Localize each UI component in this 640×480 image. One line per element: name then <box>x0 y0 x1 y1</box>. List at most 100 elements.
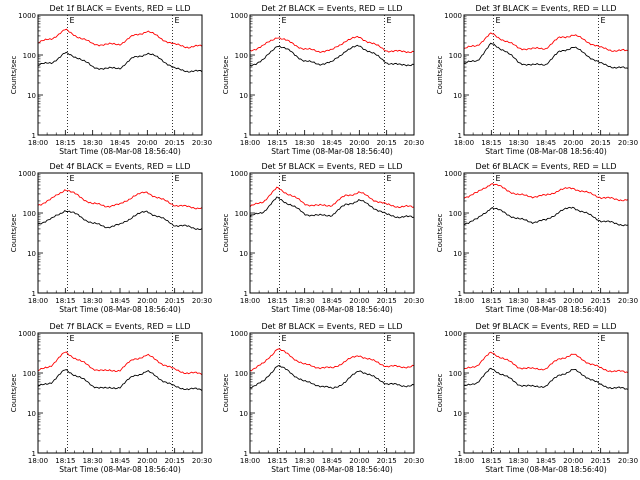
x-tick-label: 18:45 <box>536 297 556 305</box>
x-tick-label: 18:00 <box>28 457 48 465</box>
event-flag-label: E <box>496 334 501 343</box>
detector-panel-4: Det 4f BLACK = Events, RED = LLD E E 1 10 100… <box>10 162 212 314</box>
event-flag-label: E <box>70 334 75 343</box>
x-tick-label: 20:15 <box>165 139 185 147</box>
x-tick-label: 18:15 <box>55 139 75 147</box>
x-tick-label: 18:45 <box>110 139 130 147</box>
x-tick-label: 18:45 <box>322 297 342 305</box>
series-line-events <box>37 368 203 392</box>
x-tick-label: 20:00 <box>563 457 583 465</box>
x-tick-label: 18:30 <box>295 297 315 305</box>
panel-title: Det 9f BLACK = Events, RED = LLD <box>475 322 616 331</box>
y-tick-label: 100 <box>449 52 462 60</box>
plot-frame <box>37 332 203 454</box>
x-tick-label: 18:15 <box>267 139 287 147</box>
x-tick-label: 18:15 <box>481 297 501 305</box>
x-tick-label: 18:15 <box>55 457 75 465</box>
x-tick-label: 18:30 <box>83 139 103 147</box>
plot-frame <box>463 14 629 136</box>
y-axis-label: Counts/sec <box>222 374 230 413</box>
y-tick-label: 1 <box>244 450 248 458</box>
series-line-lld <box>463 182 629 202</box>
detector-panel-6: Det 6f BLACK = Events, RED = LLD E E 1 10 100… <box>436 162 638 314</box>
y-tick-label: 1 <box>244 290 248 298</box>
x-tick-label: 20:00 <box>137 297 157 305</box>
series-line-events <box>37 51 203 73</box>
x-tick-label: 20:15 <box>165 297 185 305</box>
x-axis-label: Start Time (08-Mar-08 18:56:40) <box>271 465 393 474</box>
y-axis-label: Counts/sec <box>222 56 230 95</box>
plot-frame <box>463 332 629 454</box>
plot-frame <box>249 172 415 294</box>
x-tick-label: 20:30 <box>192 457 212 465</box>
x-tick-label: 20:00 <box>349 457 369 465</box>
y-tick-label: 1 <box>32 132 36 140</box>
x-tick-label: 18:00 <box>454 457 474 465</box>
x-axis-label: Start Time (08-Mar-08 18:56:40) <box>59 147 181 156</box>
series-line-events <box>463 367 629 390</box>
plot-frame <box>249 14 415 136</box>
panel-title: Det 4f BLACK = Events, RED = LLD <box>49 162 190 171</box>
x-tick-label: 18:30 <box>509 297 529 305</box>
detector-panel-1: Det 1f BLACK = Events, RED = LLD E E 1 10 100… <box>10 4 212 156</box>
y-tick-label: 100 <box>23 370 36 378</box>
x-axis-label: Start Time (08-Mar-08 18:56:40) <box>59 465 181 474</box>
y-tick-label: 100 <box>235 52 248 60</box>
y-tick-label: 1000 <box>444 12 462 20</box>
series-line-lld <box>463 351 629 374</box>
panel-title: Det 2f BLACK = Events, RED = LLD <box>261 4 402 13</box>
y-tick-label: 1000 <box>230 330 248 338</box>
series-line-lld <box>249 186 415 209</box>
x-tick-label: 20:00 <box>563 297 583 305</box>
y-tick-label: 10 <box>239 410 248 418</box>
x-tick-label: 20:00 <box>563 139 583 147</box>
x-tick-label: 18:00 <box>28 139 48 147</box>
x-tick-label: 20:00 <box>137 457 157 465</box>
x-tick-label: 20:30 <box>192 297 212 305</box>
detector-panel-3: Det 3f BLACK = Events, RED = LLD E E 1 10 100… <box>436 4 638 156</box>
x-tick-label: 18:00 <box>28 297 48 305</box>
plot-frame <box>37 14 203 136</box>
y-tick-label: 1000 <box>18 330 36 338</box>
series-line-lld <box>37 28 203 49</box>
x-axis-label: Start Time (08-Mar-08 18:56:40) <box>271 305 393 314</box>
x-tick-label: 18:30 <box>295 457 315 465</box>
event-flag-label: E <box>174 174 179 183</box>
series-line-lld <box>463 32 629 52</box>
x-axis-label: Start Time (08-Mar-08 18:56:40) <box>59 305 181 314</box>
x-tick-label: 18:15 <box>267 457 287 465</box>
event-flag-label: E <box>496 174 501 183</box>
y-tick-label: 10 <box>27 410 36 418</box>
event-flag-label: E <box>600 16 605 25</box>
x-tick-label: 20:30 <box>618 457 638 465</box>
panel-title: Det 8f BLACK = Events, RED = LLD <box>261 322 402 331</box>
y-tick-label: 10 <box>239 92 248 100</box>
y-tick-label: 100 <box>23 52 36 60</box>
y-axis-label: Counts/sec <box>436 374 444 413</box>
event-flag-label: E <box>174 334 179 343</box>
x-tick-label: 20:30 <box>404 457 424 465</box>
event-flag-label: E <box>386 16 391 25</box>
x-tick-label: 18:15 <box>481 139 501 147</box>
x-tick-label: 18:00 <box>240 139 260 147</box>
x-tick-label: 18:00 <box>240 297 260 305</box>
event-flag-label: E <box>600 334 605 343</box>
y-tick-label: 1 <box>458 132 462 140</box>
x-tick-label: 18:45 <box>536 139 556 147</box>
x-tick-label: 20:15 <box>165 457 185 465</box>
x-axis-label: Start Time (08-Mar-08 18:56:40) <box>485 465 607 474</box>
y-axis-label: Counts/sec <box>10 56 18 95</box>
y-tick-label: 100 <box>449 370 462 378</box>
x-tick-label: 20:00 <box>349 139 369 147</box>
y-tick-label: 10 <box>27 92 36 100</box>
y-tick-label: 10 <box>453 250 462 258</box>
detector-panel-7: Det 7f BLACK = Events, RED = LLD E E 1 10 100… <box>10 322 212 474</box>
event-flag-label: E <box>282 334 287 343</box>
detector-panel-9: Det 9f BLACK = Events, RED = LLD E E 1 10 100… <box>436 322 638 474</box>
x-tick-label: 20:00 <box>349 297 369 305</box>
x-tick-label: 20:15 <box>591 297 611 305</box>
x-axis-label: Start Time (08-Mar-08 18:56:40) <box>485 147 607 156</box>
x-tick-label: 20:30 <box>404 139 424 147</box>
x-tick-label: 20:30 <box>192 139 212 147</box>
x-tick-label: 20:15 <box>377 457 397 465</box>
